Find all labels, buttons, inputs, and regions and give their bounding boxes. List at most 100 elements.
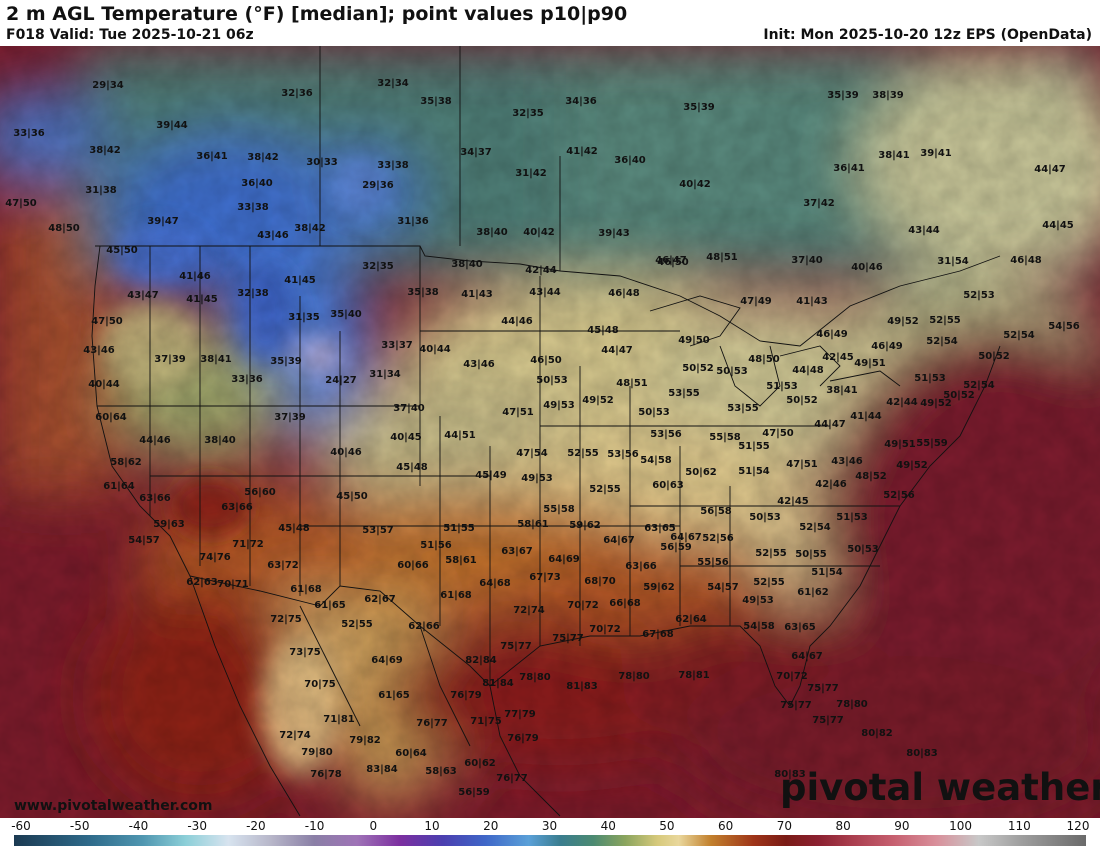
point-value-label: 46|49 bbox=[816, 329, 848, 340]
point-value-label: 38|40 bbox=[476, 227, 508, 238]
point-value-label: 50|53 bbox=[749, 512, 781, 523]
point-value-label: 63|66 bbox=[625, 561, 657, 572]
point-value-label: 75|77 bbox=[552, 633, 584, 644]
point-value-label: 52|54 bbox=[963, 380, 995, 391]
point-value-label: 36|40 bbox=[614, 155, 646, 166]
point-value-label: 76|77 bbox=[416, 718, 448, 729]
point-value-label: 34|36 bbox=[565, 96, 597, 107]
point-value-label: 51|53 bbox=[766, 381, 798, 392]
point-value-label: 52|55 bbox=[929, 315, 961, 326]
point-value-label: 51|53 bbox=[836, 512, 868, 523]
point-value-label: 31|34 bbox=[369, 369, 401, 380]
point-value-label: 62|67 bbox=[364, 594, 396, 605]
point-value-label: 55|56 bbox=[697, 557, 729, 568]
point-value-label: 35|40 bbox=[330, 309, 362, 320]
point-value-label: 75|77 bbox=[780, 700, 812, 711]
point-value-label: 61|64 bbox=[103, 481, 135, 492]
point-value-label: 43|46 bbox=[83, 345, 115, 356]
point-value-label: 38|41 bbox=[200, 354, 232, 365]
point-value-label: 50|53 bbox=[847, 544, 879, 555]
point-value-label: 42|45 bbox=[822, 352, 854, 363]
point-value-label: 45|48 bbox=[278, 523, 310, 534]
point-value-label: 67|73 bbox=[529, 572, 561, 583]
point-value-label: 62|63 bbox=[186, 577, 218, 588]
point-value-label: 54|57 bbox=[128, 535, 160, 546]
point-value-label: 35|39 bbox=[827, 90, 859, 101]
point-value-label: 80|82 bbox=[861, 728, 893, 739]
point-value-label: 53|55 bbox=[668, 388, 700, 399]
point-value-label: 78|81 bbox=[678, 670, 710, 681]
point-value-label: 78|80 bbox=[836, 699, 868, 710]
point-value-label: 54|57 bbox=[707, 582, 739, 593]
point-value-label: 48|50 bbox=[48, 223, 80, 234]
colorbar-tick: 110 bbox=[1007, 819, 1031, 833]
point-value-label: 44|51 bbox=[444, 430, 476, 441]
point-value-label: 33|37 bbox=[381, 340, 413, 351]
point-value-label: 47|50 bbox=[91, 316, 123, 327]
point-value-label: 58|61 bbox=[445, 555, 477, 566]
point-value-label: 51|54 bbox=[738, 466, 770, 477]
point-value-label: 52|55 bbox=[755, 548, 787, 559]
point-value-label: 72|75 bbox=[270, 614, 302, 625]
point-value-label: 45|48 bbox=[587, 325, 619, 336]
point-value-label: 52|54 bbox=[926, 336, 958, 347]
temperature-map[interactable]: 29|34 32|36 32|34 35|38 32|35 34|36 35|39 35|39… bbox=[0, 46, 1100, 818]
colorbar-tick: -20 bbox=[246, 819, 266, 833]
point-value-label: 45|49 bbox=[475, 470, 507, 481]
texture-overlay bbox=[0, 46, 1100, 818]
point-value-label: 67|68 bbox=[642, 629, 674, 640]
point-value-label: 64|69 bbox=[548, 554, 580, 565]
point-value-label: 51|55 bbox=[443, 523, 475, 534]
point-value-label: 31|38 bbox=[85, 185, 117, 196]
point-value-label: 37|42 bbox=[803, 198, 835, 209]
point-value-label: 54|58 bbox=[743, 621, 775, 632]
point-value-label: 33|36 bbox=[231, 374, 263, 385]
point-value-label: 49|53 bbox=[543, 400, 575, 411]
point-value-label: 52|55 bbox=[589, 484, 621, 495]
point-value-label: 48|52 bbox=[855, 471, 887, 482]
point-value-label: 70|72 bbox=[776, 671, 808, 682]
point-value-label: 32|36 bbox=[281, 88, 313, 99]
point-value-label: 33|36 bbox=[13, 128, 45, 139]
point-value-label: 43|46 bbox=[257, 230, 289, 241]
point-value-label: 58|62 bbox=[110, 457, 142, 468]
website-label[interactable]: www.pivotalweather.com bbox=[14, 798, 213, 814]
point-value-label: 46|49 bbox=[871, 341, 903, 352]
point-value-label: 64|67 bbox=[670, 532, 702, 543]
point-value-label: 79|80 bbox=[301, 747, 333, 758]
point-value-label: 42|44 bbox=[525, 265, 557, 276]
point-value-label: 52|55 bbox=[567, 448, 599, 459]
point-value-label: 38|42 bbox=[247, 152, 279, 163]
point-value-label: 43|47 bbox=[127, 290, 159, 301]
point-value-label: 53|56 bbox=[607, 449, 639, 460]
colorbar-tick: 50 bbox=[659, 819, 675, 833]
point-value-label: 38|42 bbox=[294, 223, 326, 234]
point-value-label: 46|47 bbox=[655, 255, 687, 266]
point-value-label: 50|52 bbox=[943, 390, 975, 401]
point-value-label: 36|40 bbox=[241, 178, 273, 189]
colorbar-tick: 100 bbox=[949, 819, 972, 833]
colorbar-tick: -60 bbox=[11, 819, 31, 833]
point-value-label: 48|51 bbox=[706, 252, 738, 263]
point-value-label: 49|53 bbox=[742, 595, 774, 606]
point-value-label: 52|56 bbox=[883, 490, 915, 501]
point-value-label: 81|83 bbox=[566, 681, 598, 692]
point-value-label: 61|62 bbox=[797, 587, 829, 598]
point-value-label: 39|47 bbox=[147, 216, 179, 227]
point-value-label: 50|62 bbox=[685, 467, 717, 478]
point-value-label: 49|52 bbox=[920, 398, 952, 409]
point-value-label: 76|79 bbox=[450, 690, 482, 701]
point-value-label: 32|34 bbox=[377, 78, 409, 89]
point-value-label: 37|39 bbox=[274, 412, 306, 423]
point-value-label: 51|53 bbox=[914, 373, 946, 384]
point-value-label: 61|68 bbox=[440, 590, 472, 601]
point-value-label: 63|65 bbox=[644, 523, 676, 534]
point-value-label: 59|62 bbox=[569, 520, 601, 531]
point-value-label: 73|75 bbox=[289, 647, 321, 658]
point-value-label: 56|60 bbox=[244, 487, 276, 498]
point-value-label: 50|53 bbox=[536, 375, 568, 386]
colorbar-tick: -40 bbox=[128, 819, 149, 833]
point-value-label: 55|58 bbox=[543, 504, 575, 515]
point-value-label: 37|39 bbox=[154, 354, 186, 365]
point-value-label: 75|77 bbox=[500, 641, 532, 652]
